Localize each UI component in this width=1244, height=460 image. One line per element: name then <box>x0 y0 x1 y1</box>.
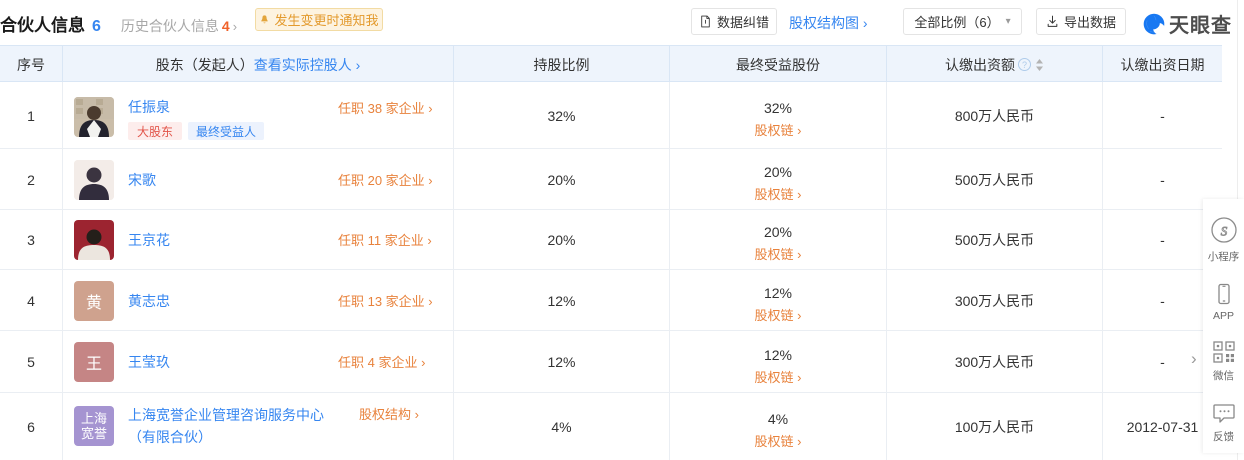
svg-text:S: S <box>1220 224 1227 239</box>
